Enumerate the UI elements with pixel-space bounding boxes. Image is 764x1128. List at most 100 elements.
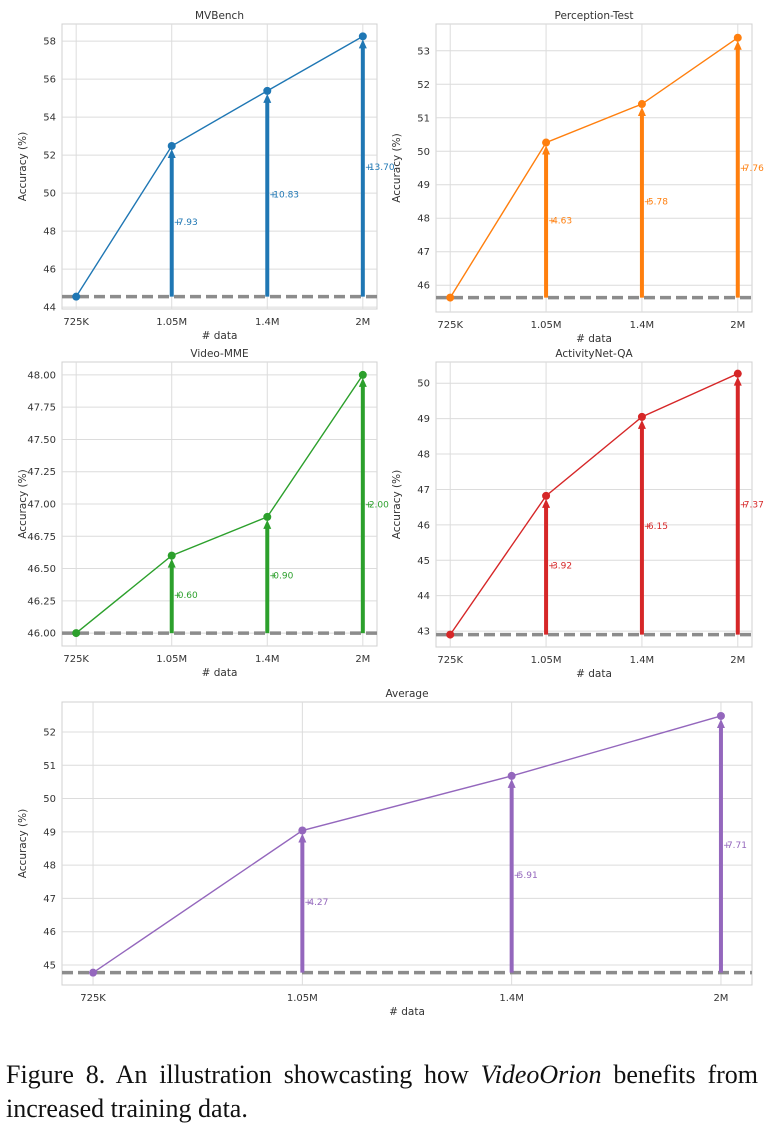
average-ytick-label: 46 xyxy=(43,927,56,938)
perception-test-ytick-label: 46 xyxy=(417,281,430,292)
video-mme-data-point-0 xyxy=(72,629,81,638)
video-mme-gain-arrowhead-3 xyxy=(358,377,367,387)
mvbench-ytick-label: 48 xyxy=(43,227,56,238)
video-mme-xtick-label: 725K xyxy=(63,654,89,665)
mvbench-plot-area xyxy=(61,23,378,310)
video-mme-data-point-1 xyxy=(167,551,176,560)
video-mme-gain-label: 0.90 xyxy=(273,572,293,582)
activitynet-qa-gain-arrowhead-3 xyxy=(733,376,742,386)
video-mme-gain-plus: + xyxy=(174,591,182,601)
average-gain-plus: + xyxy=(514,871,522,881)
activitynet-qa-ylabel: Accuracy (%) xyxy=(391,470,403,539)
average-ytick-label: 52 xyxy=(43,727,56,738)
mvbench-data-point-0 xyxy=(72,292,81,301)
perception-test-gain-arrowhead-1 xyxy=(542,145,551,155)
activitynet-qa-ytick-label: 43 xyxy=(417,627,430,638)
activitynet-qa-data-point-2 xyxy=(637,412,646,421)
activitynet-qa-ytick-label: 45 xyxy=(417,556,430,567)
average-data-point-0 xyxy=(89,968,98,977)
video-mme-chart: 46.00 46.25 46.50 46.75 47.00 47.25 47.50 47.75… xyxy=(17,348,389,679)
activitynet-qa-gain-label: 6.15 xyxy=(648,522,668,532)
mvbench-ytick-label: 44 xyxy=(43,303,56,314)
activitynet-qa-ytick-label: 49 xyxy=(417,414,430,425)
perception-test-gain-label: 4.63 xyxy=(552,217,572,227)
caption-after: benefits from increased training data. xyxy=(6,1060,758,1123)
average-gain-arrowhead-1 xyxy=(298,833,307,843)
mvbench-title: MVBench xyxy=(195,10,244,22)
mvbench-ytick-label: 46 xyxy=(43,265,56,276)
perception-test-data-point-3 xyxy=(733,33,742,42)
mvbench-data-point-1 xyxy=(167,141,176,150)
average-ytick-label: 49 xyxy=(43,827,56,838)
perception-test-ytick-label: 47 xyxy=(417,247,430,258)
video-mme-ytick-label: 47.25 xyxy=(27,467,56,478)
activitynet-qa-xtick-label: 725K xyxy=(437,655,463,666)
perception-test-ytick-label: 53 xyxy=(417,46,430,57)
caption-before: An illustration showcasting how xyxy=(115,1060,469,1089)
mvbench-xtick-label: 725K xyxy=(63,317,89,328)
average-ytick-label: 51 xyxy=(43,761,56,772)
mvbench-ytick-label: 52 xyxy=(43,151,56,162)
video-mme-xlabel: # data xyxy=(202,667,238,679)
mvbench-gain-arrowhead-3 xyxy=(358,39,367,49)
charts-figure: 44 46 48 50 52 54 56 58 725K 1.05M 1.4M 2M MVBench # … xyxy=(17,10,764,1018)
mvbench-data-point-3 xyxy=(358,32,367,41)
perception-test-data-point-2 xyxy=(637,100,646,109)
average-gain-label: 5.91 xyxy=(518,871,538,881)
average-xtick-label: 2M xyxy=(713,993,728,1004)
perception-test-ytick-label: 48 xyxy=(417,214,430,225)
average-gain-arrowhead-2 xyxy=(507,778,516,788)
mvbench-chart: 44 46 48 50 52 54 56 58 725K 1.05M 1.4M 2M MVBench # … xyxy=(17,10,395,342)
activitynet-qa-gain-label: 7.37 xyxy=(744,501,764,511)
perception-test-ylabel: Accuracy (%) xyxy=(391,133,403,202)
activitynet-qa-title: ActivityNet-QA xyxy=(555,348,633,360)
mvbench-xtick-label: 2M xyxy=(355,317,370,328)
activitynet-qa-gain-plus: + xyxy=(740,501,748,511)
average-gain-plus: + xyxy=(304,898,312,908)
video-mme-ytick-label: 46.00 xyxy=(27,629,56,640)
activitynet-qa-xtick-label: 1.4M xyxy=(630,655,655,666)
mvbench-gain-label: 7.93 xyxy=(178,218,198,228)
average-plot-area xyxy=(61,701,753,986)
activitynet-qa-xtick-label: 2M xyxy=(730,655,745,666)
average-xtick-label: 725K xyxy=(80,993,106,1004)
activitynet-qa-data-point-1 xyxy=(542,491,551,500)
mvbench-gain-arrowhead-1 xyxy=(167,148,176,158)
mvbench-xlabel: # data xyxy=(202,330,238,342)
mvbench-xtick-label: 1.4M xyxy=(255,317,280,328)
average-title: Average xyxy=(385,688,428,700)
perception-test-ytick-label: 50 xyxy=(417,147,430,158)
mvbench-gain-arrowhead-2 xyxy=(263,93,272,103)
caption-prefix: Figure 8. xyxy=(6,1060,106,1089)
perception-test-xtick-label: 1.05M xyxy=(531,320,562,331)
perception-test-gain-label: 5.78 xyxy=(648,197,668,207)
perception-test-gain-plus: + xyxy=(548,217,556,227)
perception-test-plot-area xyxy=(435,23,753,313)
mvbench-ytick-label: 50 xyxy=(43,189,56,200)
activitynet-qa-gain-arrowhead-2 xyxy=(637,419,646,429)
video-mme-xtick-label: 2M xyxy=(355,654,370,665)
activitynet-qa-ytick-label: 50 xyxy=(417,379,430,390)
average-gain-arrowhead-3 xyxy=(716,718,725,728)
mvbench-gain-label: 13.70 xyxy=(369,163,395,173)
mvbench-data-point-2 xyxy=(263,86,272,95)
average-xtick-label: 1.05M xyxy=(287,993,318,1004)
video-mme-gain-label: 0.60 xyxy=(178,591,198,601)
activitynet-qa-xtick-label: 1.05M xyxy=(531,655,562,666)
video-mme-xtick-label: 1.05M xyxy=(156,654,187,665)
perception-test-data-point-1 xyxy=(542,138,551,147)
video-mme-ytick-label: 47.50 xyxy=(27,435,56,446)
activitynet-qa-gain-plus: + xyxy=(548,562,556,572)
video-mme-title: Video-MME xyxy=(190,348,248,360)
video-mme-gain-arrowhead-2 xyxy=(263,519,272,529)
average-ytick-label: 48 xyxy=(43,861,56,872)
average-series-line xyxy=(92,715,722,974)
activitynet-qa-series-line xyxy=(449,373,739,636)
activitynet-qa-xlabel: # data xyxy=(576,668,612,680)
perception-test-xtick-label: 1.4M xyxy=(630,320,655,331)
perception-test-gain-arrowhead-2 xyxy=(637,107,646,117)
video-mme-ytick-label: 46.25 xyxy=(27,596,56,607)
perception-test-ytick-label: 52 xyxy=(417,80,430,91)
average-chart: 45 46 47 48 49 50 51 52 725K 1.05M 1.4M 2M Average # … xyxy=(17,688,753,1018)
video-mme-data-point-2 xyxy=(263,512,272,521)
